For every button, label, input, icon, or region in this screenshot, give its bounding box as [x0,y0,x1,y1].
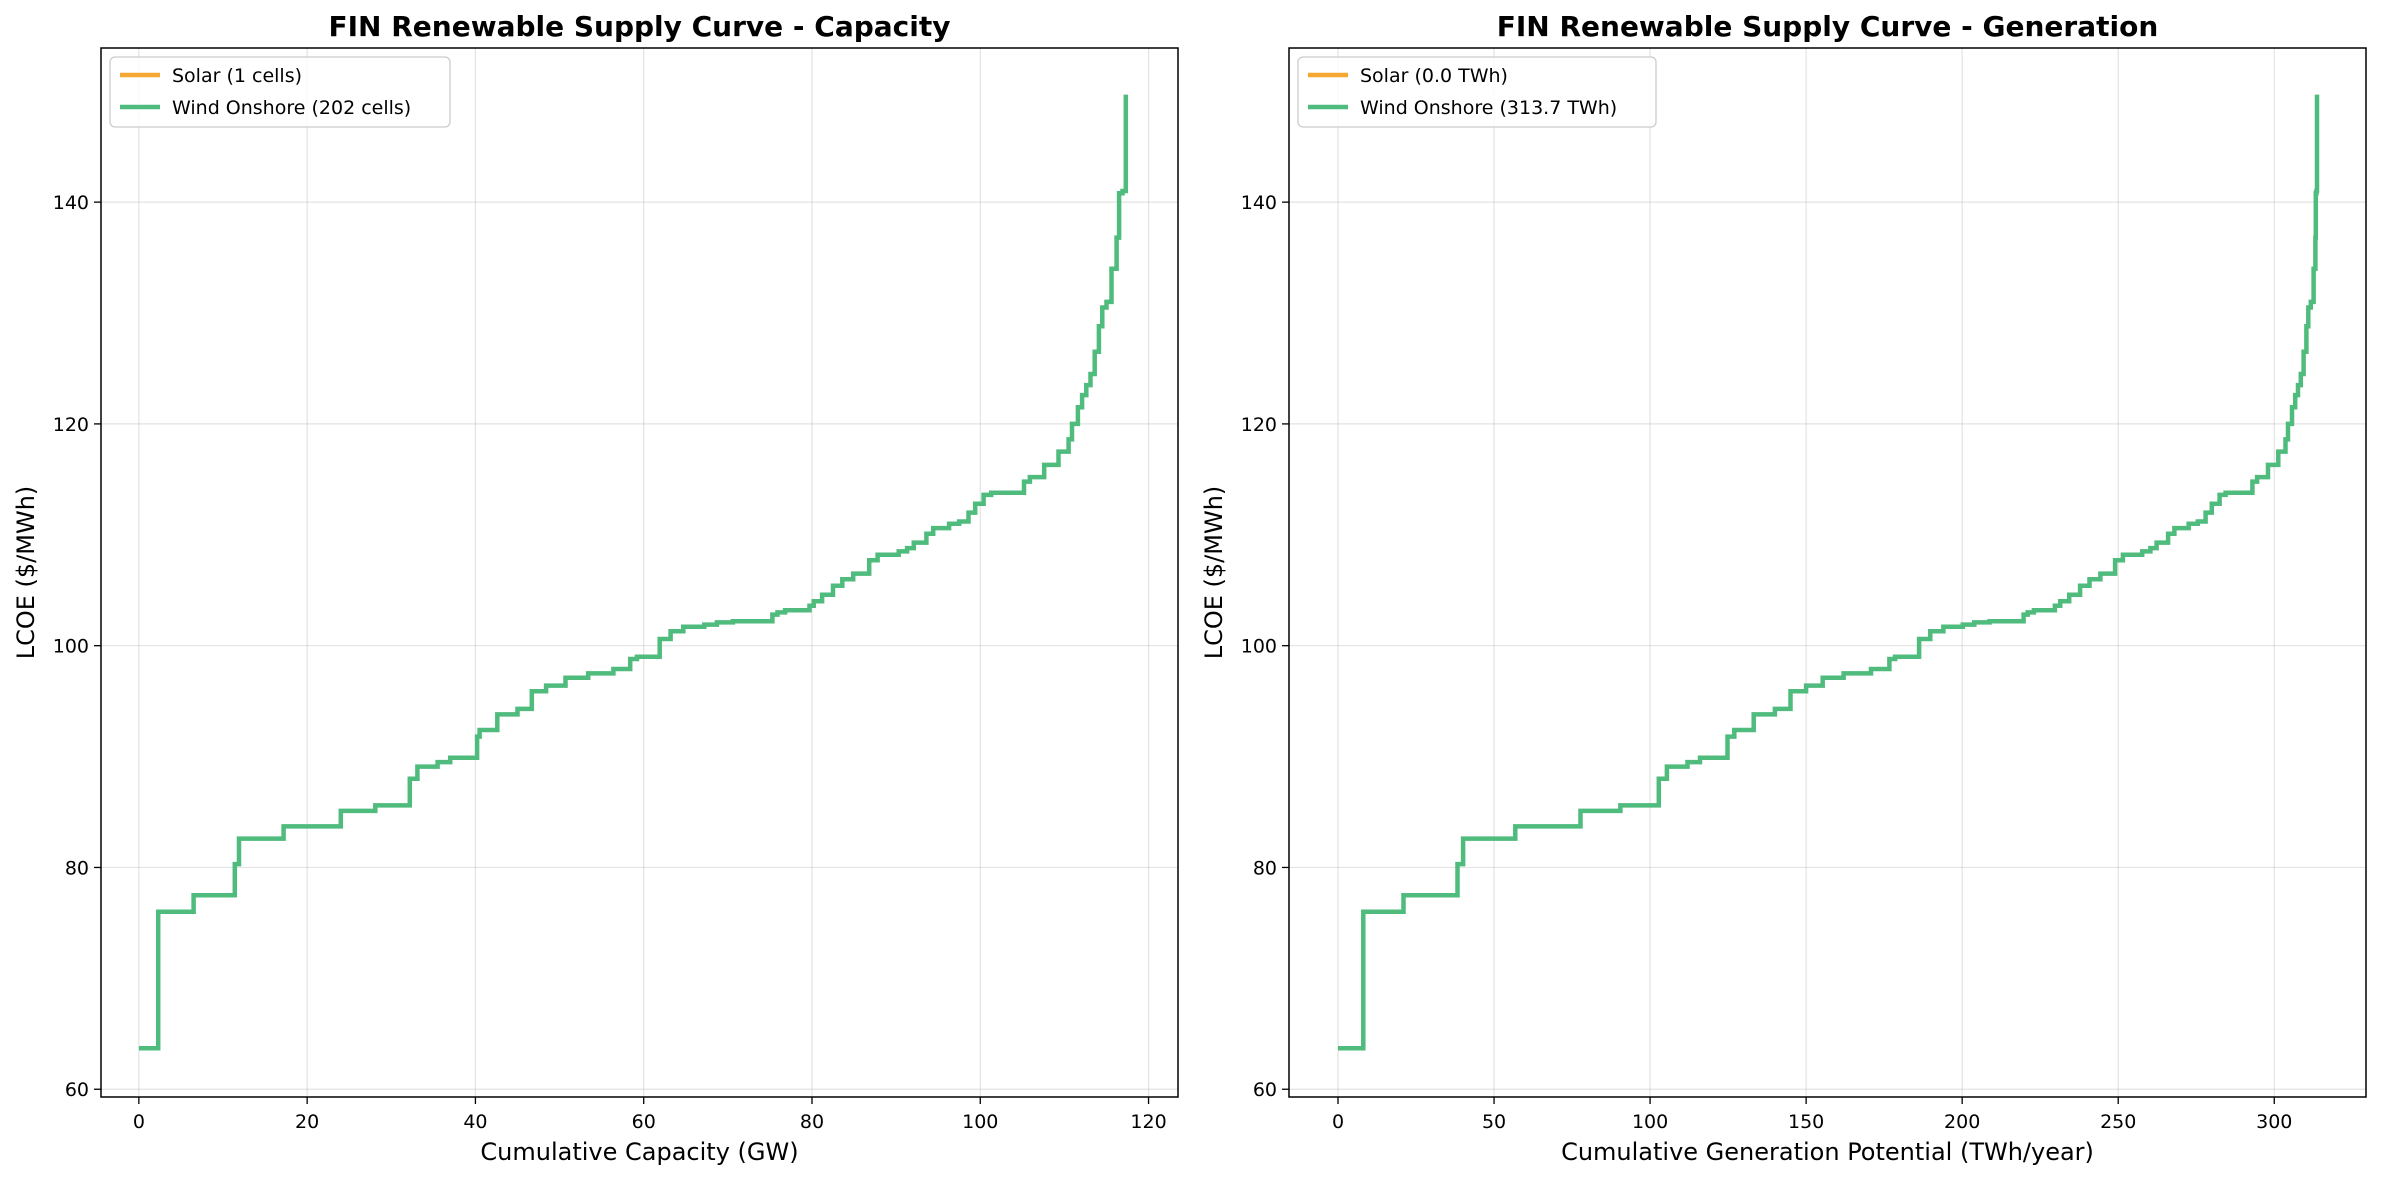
x-tick-label: 300 [2256,1111,2292,1133]
chart-title: FIN Renewable Supply Curve - Capacity [329,10,951,43]
x-tick-label: 0 [1332,1111,1344,1133]
legend-label-wind-onshore: Wind Onshore (202 cells) [172,97,411,119]
plot-frame [1288,47,2367,1098]
y-tick-label: 140 [1241,192,1277,214]
x-tick-label: 80 [800,1111,824,1133]
y-tick-label: 120 [53,414,89,436]
x-tick-label: 250 [2100,1111,2136,1133]
chart-title: FIN Renewable Supply Curve - Generation [1497,10,2159,43]
x-tick-label: 40 [463,1111,487,1133]
legend-label-wind-onshore: Wind Onshore (313.7 TWh) [1360,97,1617,119]
grid [101,48,1178,1097]
y-tick-label: 80 [65,857,89,879]
x-tick-label: 100 [962,1111,998,1133]
x-tick-label: 20 [295,1111,319,1133]
y-tick-label: 100 [1241,636,1277,658]
y-axis-label: LCOE ($/MWh) [12,486,40,660]
legend-box [1297,56,1657,128]
generation-chart: FIN Renewable Supply Curve - Generation … [1200,10,2367,1166]
x-axis: 0 50 100 150 200 250 300 [1332,1097,2292,1133]
y-tick-label: 60 [1253,1079,1277,1101]
y-tick-label: 120 [1241,414,1277,436]
y-axis-label: LCOE ($/MWh) [1200,486,1228,660]
y-tick-label: 100 [53,636,89,658]
x-tick-label: 150 [1788,1111,1824,1133]
x-axis-label: Cumulative Generation Potential (TWh/yea… [1561,1138,2094,1166]
x-axis-label: Cumulative Capacity (GW) [480,1138,798,1166]
grid [1289,48,2366,1097]
x-tick-label: 0 [133,1111,145,1133]
x-tick-label: 50 [1482,1111,1506,1133]
x-tick-label: 100 [1632,1111,1668,1133]
x-tick-label: 200 [1944,1111,1980,1133]
legend-label-solar: Solar (1 cells) [172,65,302,87]
plot-frame [100,47,1179,1098]
series-line-wind-onshore [1338,94,2320,1051]
y-tick-label: 60 [65,1079,89,1101]
series-line-wind-onshore [138,94,1129,1051]
y-axis: 60 80 100 120 140 [53,192,101,1101]
x-tick-label: 60 [632,1111,656,1133]
legend-box [109,56,451,128]
capacity-chart: FIN Renewable Supply Curve - Capacity 0 2… [12,10,1179,1166]
series-layer [138,94,1129,1051]
x-tick-label: 120 [1130,1111,1166,1133]
legend: Solar (0.0 TWh) Wind Onshore (313.7 TWh) [1297,56,1657,128]
series-layer [1338,94,2320,1051]
legend: Solar (1 cells) Wind Onshore (202 cells) [109,56,451,128]
y-tick-label: 80 [1253,857,1277,879]
x-axis: 0 20 40 60 80 100 120 [133,1097,1167,1133]
y-axis: 60 80 100 120 140 [1241,192,1289,1101]
legend-label-solar: Solar (0.0 TWh) [1360,65,1508,87]
y-tick-label: 140 [53,192,89,214]
